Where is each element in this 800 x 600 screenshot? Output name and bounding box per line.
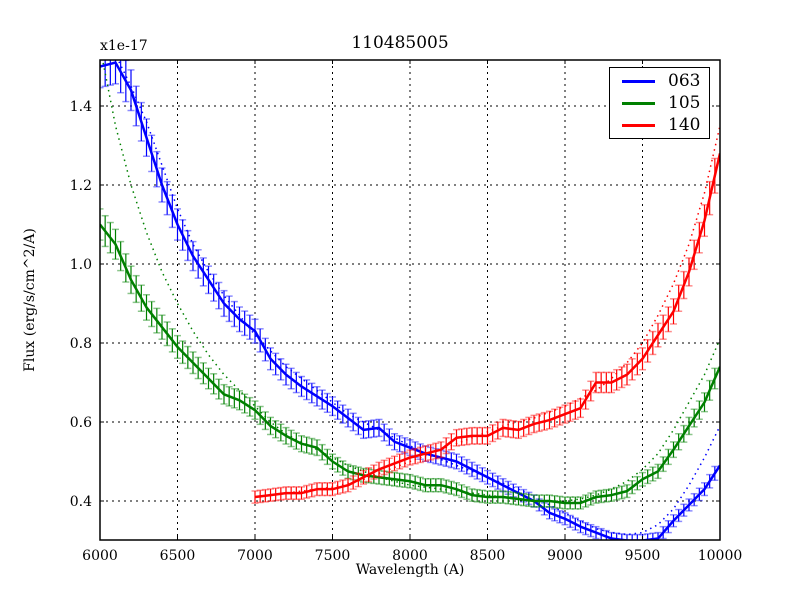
x-tick-label: 7000 — [237, 548, 273, 564]
legend-swatch-green-line-icon — [622, 102, 655, 105]
series-105 — [100, 60, 720, 510]
x-tick-label: 8000 — [392, 548, 428, 564]
x-tick-label: 10000 — [698, 548, 743, 564]
x-tick-label: 9500 — [625, 548, 661, 564]
y-tick-label: 0.8 — [70, 336, 92, 352]
y-tick-label: 0.4 — [70, 494, 92, 510]
x-tick-label: 7500 — [315, 548, 351, 564]
legend: 063 105 140 — [609, 67, 710, 139]
axis-ticks: 6000 6500 7000 7500 8000 8500 9000 9500 10000 0.4… — [70, 60, 743, 564]
y-axis-label: Flux (erg/s/cm^2/A) — [22, 228, 38, 372]
x-tick-label: 6500 — [160, 548, 196, 564]
legend-item-063: 063 — [610, 70, 709, 92]
legend-label: 063 — [668, 71, 701, 91]
legend-item-140: 140 — [610, 114, 709, 136]
y-tick-label: 0.6 — [70, 415, 92, 431]
y-tick-label: 1.4 — [70, 99, 92, 115]
y-tick-label: 1.0 — [70, 257, 92, 273]
x-tick-label: 8500 — [470, 548, 506, 564]
series-140 — [251, 125, 720, 504]
y-tick-label: 1.2 — [70, 178, 92, 194]
x-tick-label: 9000 — [547, 548, 583, 564]
x-tick-label: 6000 — [82, 548, 118, 564]
x-axis-label: Wavelength (A) — [355, 562, 465, 578]
chart-title: 110485005 — [351, 33, 449, 53]
legend-swatch-blue-line-icon — [622, 80, 655, 83]
y-multiplier-label: x1e-17 — [100, 38, 148, 54]
legend-item-105: 105 — [610, 92, 709, 114]
series-layer — [100, 60, 720, 540]
legend-swatch-red-line-icon — [622, 124, 655, 127]
legend-label: 140 — [668, 115, 701, 135]
legend-label: 105 — [668, 93, 701, 113]
